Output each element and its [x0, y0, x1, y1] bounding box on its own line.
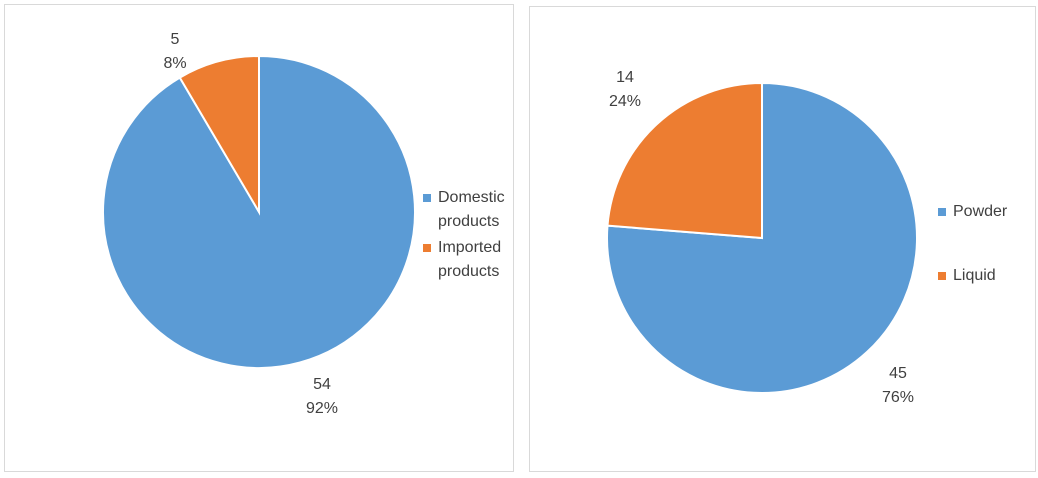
legend-text: Imported products — [438, 239, 502, 280]
percent-label: 76% — [881, 389, 915, 406]
pie-slice — [178, 54, 260, 216]
legend-item: Domestic products — [423, 186, 518, 234]
percent-label: 8% — [163, 55, 187, 72]
percent-label: 92% — [305, 400, 339, 417]
legend-marker — [938, 208, 946, 216]
data-label: 14 24% — [609, 66, 641, 114]
legend-marker — [938, 272, 946, 280]
legend-text: Domestic products — [438, 189, 505, 230]
legend-item: Powder — [938, 200, 1038, 224]
value-label: 14 — [616, 69, 634, 86]
value-label: 54 — [313, 376, 331, 393]
legend-marker — [423, 244, 431, 252]
legend-item: Imported products — [423, 236, 518, 284]
legend-text: Powder — [953, 203, 1008, 220]
data-label: 45 76% — [882, 362, 914, 410]
data-label: 54 92% — [306, 373, 338, 421]
legend-text: Liquid — [953, 267, 996, 284]
data-label: 5 8% — [163, 28, 186, 76]
value-label: 5 — [170, 31, 180, 48]
pie-slice — [606, 81, 918, 394]
legend-marker — [423, 194, 431, 202]
pie-slice — [606, 81, 763, 240]
percent-label: 24% — [608, 93, 642, 110]
legend-item: Liquid — [938, 264, 1038, 288]
value-label: 45 — [889, 365, 907, 382]
